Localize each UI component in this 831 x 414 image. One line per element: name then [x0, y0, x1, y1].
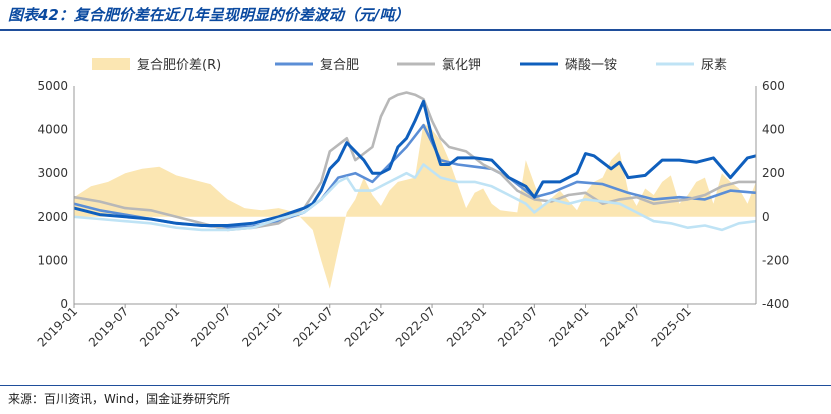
legend-swatch — [92, 58, 130, 70]
source-note: 来源：百川资讯，Wind，国金证券研究所 — [8, 392, 231, 406]
chart-title: 图表42：复合肥价差在近几年呈现明显的价差波动（元/吨） — [8, 6, 410, 24]
title-rule — [0, 29, 831, 31]
legend-label: 尿素 — [701, 58, 727, 73]
x-tick-label: 2022-07 — [393, 304, 438, 349]
x-tick-label: 2020-07 — [188, 304, 233, 349]
y-tick-label: 5000 — [37, 79, 68, 93]
y2-tick-label: 0 — [762, 210, 770, 224]
source-rule — [0, 385, 831, 386]
x-tick-label: 2019-07 — [86, 304, 131, 349]
series-line-4 — [73, 163, 757, 232]
y-tick-label: 0 — [60, 297, 68, 311]
y-tick-label: 3000 — [37, 166, 68, 180]
legend-label: 磷酸一铵 — [565, 58, 617, 73]
series-line-3 — [73, 99, 757, 227]
x-tick-label: 2021-01 — [239, 304, 284, 349]
y-tick-label: 1000 — [37, 253, 68, 267]
legend-label: 氯化钾 — [442, 58, 481, 73]
price-lines-layer — [73, 91, 757, 232]
legend-label: 复合肥 — [320, 58, 359, 73]
y2-tick-label: -400 — [762, 297, 789, 311]
x-tick-label: 2025-01 — [649, 304, 694, 349]
y2-tick-label: 400 — [762, 123, 785, 137]
legend: 复合肥价差(R) 复合肥 氯化钾 磷酸一铵 尿素 — [92, 58, 727, 73]
x-tick-label: 2023-01 — [444, 304, 489, 349]
series-area-spread — [74, 123, 756, 289]
x-tick-label: 2022-01 — [342, 304, 387, 349]
legend-label: 复合肥价差(R) — [137, 58, 221, 73]
spread-area-layer — [74, 123, 756, 289]
y2-tick-label: 600 — [762, 79, 785, 93]
x-tick-label: 2023-07 — [495, 304, 540, 349]
x-tick-label: 2024-01 — [546, 304, 591, 349]
x-tick-label: 2021-07 — [291, 304, 336, 349]
x-tick-label: 2019-01 — [35, 304, 80, 349]
chart: 复合肥价差(R) 复合肥 氯化钾 磷酸一铵 尿素 0100020003000400050… — [35, 58, 789, 350]
y2-tick-label: -200 — [762, 253, 789, 267]
y-tick-label: 4000 — [37, 123, 68, 137]
x-tick-label: 2020-01 — [137, 304, 182, 349]
y-tick-label: 2000 — [37, 210, 68, 224]
x-tick-label: 2024-07 — [597, 304, 642, 349]
y2-tick-label: 200 — [762, 166, 785, 180]
